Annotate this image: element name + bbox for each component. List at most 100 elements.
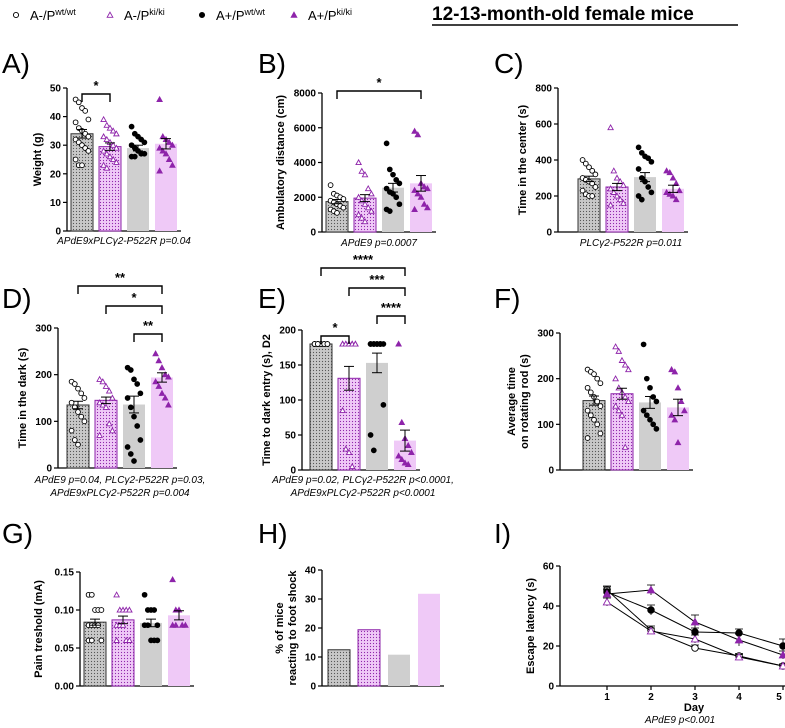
data-point	[169, 576, 177, 583]
stats-footnote: APdE9 p=0.02, PLCγ2-P522R p<0.0001,	[271, 475, 454, 486]
data-point	[168, 161, 176, 168]
significance-bracket	[376, 315, 406, 324]
bar	[337, 377, 361, 471]
figure-title: 12-13-month-old female mice	[432, 4, 694, 25]
y-tick-label: 0	[290, 466, 296, 477]
bar	[309, 343, 333, 471]
y-tick-label: 150	[279, 361, 296, 372]
data-point	[602, 597, 612, 606]
data-point	[108, 394, 116, 401]
data-point	[75, 385, 81, 392]
data-point	[358, 167, 366, 174]
data-point	[78, 390, 85, 397]
y-tick-label: 50	[50, 84, 62, 95]
data-point	[607, 201, 615, 208]
data-point	[72, 119, 79, 126]
data-point	[100, 161, 108, 168]
y-tick-label: 20	[50, 169, 62, 180]
data-point	[635, 193, 642, 199]
data-point	[96, 399, 104, 406]
y-axis-label: on rotating rod (s)	[519, 354, 531, 449]
data-point	[417, 193, 425, 200]
bar	[83, 621, 107, 687]
bar	[667, 407, 689, 470]
data-point	[75, 409, 81, 415]
data-point	[420, 183, 428, 190]
data-point	[348, 462, 356, 470]
significance-label: *	[131, 290, 137, 305]
data-point	[414, 131, 422, 138]
data-point	[109, 127, 117, 134]
data-point	[131, 153, 138, 160]
legend-marker-icon	[290, 11, 298, 18]
data-point	[579, 157, 586, 163]
data-point	[161, 371, 169, 378]
y-tick-label: 300	[35, 324, 52, 335]
significance-label: ***	[369, 272, 385, 287]
bar	[366, 362, 388, 470]
data-point	[127, 404, 134, 411]
data-point	[650, 421, 657, 428]
data-point	[594, 398, 601, 405]
data-point	[680, 407, 688, 414]
data-point	[351, 340, 359, 347]
legend-item: A-/Pki/ki	[106, 7, 165, 23]
data-point	[672, 196, 680, 203]
data-point	[423, 204, 431, 211]
data-point	[666, 190, 674, 197]
legend-label: A+/Pwt/wt	[216, 7, 266, 23]
data-point	[591, 371, 597, 377]
data-point	[669, 174, 677, 181]
data-point	[98, 607, 105, 613]
significance-bracket	[81, 93, 111, 102]
data-point	[610, 188, 618, 195]
data-point	[646, 585, 656, 594]
data-point	[162, 150, 170, 157]
y-tick-label: 30	[305, 595, 317, 606]
data-point	[345, 448, 353, 456]
bar	[639, 402, 661, 470]
data-point	[635, 144, 642, 151]
y-tick-label: 0	[46, 464, 52, 475]
data-point	[648, 189, 655, 196]
legend-label: A-/Pwt/wt	[30, 7, 76, 23]
y-axis-label: Time in the center (s)	[517, 104, 529, 215]
legend: A-/Pwt/wt A-/Pki/ki A+/Pwt/wt A+/Pki/ki	[12, 7, 352, 23]
panel-letter: G)	[2, 518, 33, 549]
data-point	[152, 378, 160, 385]
stats-footnote: APdE9xPLCγ2-P522R p=0.004	[49, 488, 190, 499]
data-point	[156, 167, 164, 174]
data-point	[624, 365, 632, 373]
data-point	[367, 190, 375, 197]
data-point	[589, 167, 596, 174]
y-tick-label: 0.00	[55, 682, 75, 693]
data-point	[141, 591, 148, 598]
data-point	[607, 185, 615, 192]
data-point	[156, 144, 164, 151]
data-point	[127, 451, 134, 457]
significance-label: ****	[381, 300, 402, 315]
data-point	[119, 621, 127, 628]
y-tick-label: 4000	[294, 158, 317, 169]
data-point	[691, 628, 699, 636]
data-point	[386, 166, 393, 173]
data-point	[647, 416, 653, 423]
data-point	[616, 196, 624, 203]
data-point	[96, 431, 104, 438]
data-point	[640, 407, 647, 414]
panel-letter: D)	[2, 283, 32, 314]
data-point	[624, 397, 632, 405]
y-tick-label: 200	[35, 370, 52, 381]
panel-letter: I)	[494, 518, 511, 549]
data-point	[423, 184, 431, 192]
data-point	[112, 158, 120, 165]
data-point	[79, 162, 85, 169]
data-point	[594, 375, 601, 382]
data-point	[156, 95, 164, 103]
data-point	[591, 416, 597, 423]
data-point	[584, 435, 591, 441]
bar	[70, 133, 94, 232]
data-point	[778, 650, 785, 659]
x-tick-label: 2	[648, 692, 654, 703]
